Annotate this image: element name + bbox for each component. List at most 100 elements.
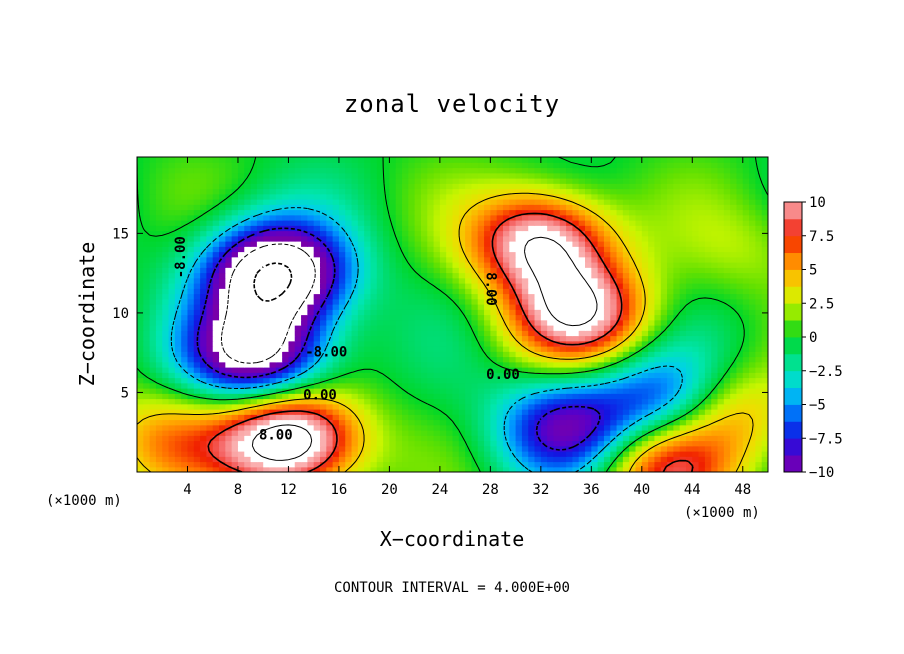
- heatmap-cell: [540, 225, 548, 232]
- heatmap-cell: [458, 456, 466, 463]
- heatmap-cell: [376, 409, 384, 415]
- heatmap-cell: [559, 335, 567, 342]
- heatmap-cell: [667, 293, 674, 300]
- heatmap-cell: [603, 225, 611, 232]
- heatmap-cell: [736, 466, 744, 472]
- heatmap-cell: [635, 293, 643, 300]
- heatmap-cell: [181, 451, 189, 457]
- heatmap-cell: [610, 451, 618, 457]
- heatmap-cell: [521, 314, 529, 321]
- heatmap-cell: [206, 451, 214, 457]
- heatmap-cell: [250, 209, 258, 216]
- heatmap-cell: [143, 377, 151, 384]
- heatmap-cell: [193, 403, 201, 410]
- heatmap-cell: [509, 445, 517, 452]
- heatmap-cell: [585, 246, 592, 253]
- heatmap-cell: [660, 230, 668, 237]
- heatmap-cell: [376, 288, 384, 295]
- heatmap-cell: [465, 466, 473, 472]
- heatmap-cell: [484, 272, 491, 279]
- heatmap-cell: [319, 382, 327, 389]
- heatmap-cell: [256, 209, 264, 216]
- heatmap-cell: [301, 445, 308, 452]
- heatmap-cell: [528, 409, 536, 415]
- heatmap-cell: [654, 382, 662, 389]
- heatmap-cell: [244, 304, 252, 310]
- heatmap-cell: [704, 319, 712, 326]
- heatmap-cell: [200, 424, 208, 431]
- heatmap-cell: [433, 304, 441, 310]
- heatmap-cell: [282, 220, 290, 226]
- heatmap-cell: [685, 220, 693, 226]
- heatmap-cell: [219, 262, 226, 268]
- heatmap-cell: [742, 335, 750, 342]
- heatmap-cell: [723, 419, 731, 426]
- heatmap-cell: [528, 340, 536, 347]
- heatmap-cell: [597, 393, 605, 400]
- heatmap-cell: [395, 340, 403, 347]
- heatmap-cell: [389, 382, 397, 389]
- heatmap-cell: [742, 319, 750, 326]
- heatmap-cell: [755, 241, 763, 247]
- heatmap-cell: [389, 435, 397, 442]
- heatmap-cell: [200, 220, 208, 226]
- heatmap-cell: [641, 325, 649, 331]
- heatmap-cell: [622, 214, 630, 221]
- heatmap-cell: [408, 298, 416, 305]
- heatmap-cell: [433, 451, 441, 457]
- heatmap-cell: [452, 256, 460, 263]
- heatmap-cell: [351, 377, 359, 384]
- heatmap-cell: [742, 398, 750, 405]
- heatmap-cell: [603, 451, 611, 457]
- heatmap-cell: [477, 466, 485, 472]
- heatmap-cell: [294, 440, 302, 447]
- heatmap-cell: [717, 293, 725, 300]
- heatmap-cell: [212, 356, 220, 363]
- heatmap-cell: [420, 293, 428, 300]
- heatmap-cell: [364, 388, 372, 394]
- heatmap-cell: [237, 440, 245, 447]
- heatmap-cell: [509, 298, 517, 305]
- heatmap-cell: [547, 367, 555, 373]
- heatmap-cell: [698, 440, 706, 447]
- heatmap-cell: [515, 325, 523, 331]
- heatmap-cell: [301, 288, 308, 295]
- heatmap-cell: [673, 304, 681, 310]
- heatmap-cell: [326, 256, 334, 263]
- heatmap-cell: [723, 304, 731, 310]
- heatmap-cell: [319, 246, 327, 253]
- heatmap-cell: [155, 304, 163, 310]
- heatmap-cell: [484, 398, 491, 405]
- heatmap-cell: [749, 288, 756, 295]
- heatmap-cell: [622, 409, 630, 415]
- heatmap-cell: [597, 314, 605, 321]
- heatmap-cell: [301, 388, 308, 394]
- heatmap-cell: [622, 225, 630, 232]
- heatmap-cell: [698, 277, 706, 284]
- heatmap-cell: [225, 298, 233, 305]
- heatmap-cell: [389, 298, 397, 305]
- heatmap-cell: [231, 214, 239, 221]
- heatmap-cell: [326, 382, 334, 389]
- heatmap-cell: [749, 235, 756, 242]
- heatmap-cell: [244, 356, 252, 363]
- heatmap-cell: [389, 398, 397, 405]
- heatmap-cell: [383, 214, 390, 221]
- heatmap-cell: [439, 430, 447, 436]
- heatmap-cell: [509, 377, 517, 384]
- heatmap-cell: [383, 220, 390, 226]
- heatmap-cell: [711, 393, 719, 400]
- heatmap-cell: [521, 335, 529, 342]
- heatmap-cell: [616, 351, 624, 358]
- heatmap-cell: [275, 340, 283, 347]
- heatmap-cell: [528, 246, 536, 253]
- heatmap-cell: [534, 230, 542, 237]
- heatmap-cell: [446, 346, 454, 352]
- heatmap-cell: [698, 225, 706, 232]
- heatmap-cell: [723, 335, 731, 342]
- heatmap-cell: [427, 309, 435, 316]
- heatmap-cell: [610, 351, 618, 358]
- heatmap-cell: [351, 435, 359, 442]
- heatmap-cell: [578, 435, 586, 442]
- heatmap-cell: [515, 356, 523, 363]
